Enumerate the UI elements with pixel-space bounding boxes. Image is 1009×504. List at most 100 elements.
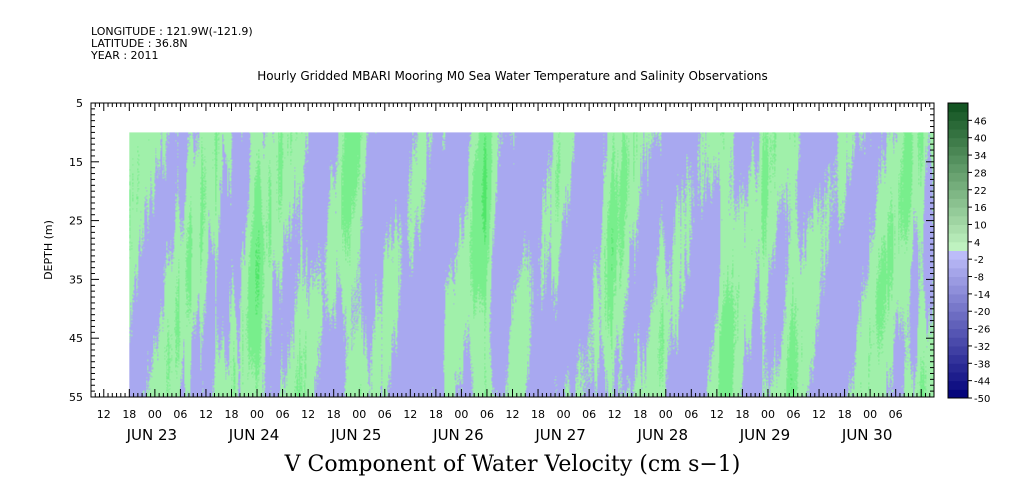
colorbar-swatch [948, 345, 968, 356]
colorbar-swatch [948, 111, 968, 121]
colorbar-label: 16 [974, 203, 987, 214]
x-hour-label: 06 [173, 408, 187, 421]
colorbar-swatch [948, 337, 968, 347]
chart-title: Hourly Gridded MBARI Mooring M0 Sea Wate… [257, 69, 768, 83]
x-hour-label: 06 [480, 408, 494, 421]
colorbar-swatch [948, 389, 968, 399]
y-tick-label: 15 [69, 156, 83, 169]
colorbar-swatch [948, 207, 968, 217]
x-day-label: JUN 27 [534, 426, 585, 444]
colorbar-label: -50 [974, 394, 990, 405]
y-tick-label: 45 [69, 332, 83, 345]
x-hour-label: 06 [582, 408, 596, 421]
colorbar-swatch [948, 129, 968, 139]
colorbar-swatch [948, 293, 968, 304]
y-tick-label: 55 [69, 391, 83, 404]
colorbar-swatch [948, 259, 968, 269]
colorbar-swatch [948, 354, 968, 364]
x-hour-label: 06 [276, 408, 290, 421]
colorbar-label: 28 [974, 168, 987, 179]
x-day-label: JUN 26 [432, 426, 483, 444]
x-hour-label: 00 [557, 408, 571, 421]
x-hour-label: 12 [608, 408, 622, 421]
longitude-label: LONGITUDE : 121.9W(-121.9) [91, 25, 253, 38]
colorbar-label: 4 [974, 238, 980, 249]
colorbar-swatch [948, 328, 968, 338]
colorbar-label: 40 [974, 134, 987, 145]
x-day-label: JUN 23 [126, 426, 177, 444]
colorbar-swatch [948, 181, 968, 191]
x-hour-label: 06 [378, 408, 392, 421]
colorbar-label: 34 [974, 151, 987, 162]
colorbar-swatch [948, 146, 968, 156]
x-hour-label: 00 [352, 408, 366, 421]
x-hour-label: 12 [812, 408, 826, 421]
colorbar-label: -8 [974, 273, 984, 284]
colorbar-swatch [948, 250, 968, 260]
x-axis-label: V Component of Water Velocity (cm s−1) [284, 452, 741, 477]
colorbar-label: -44 [974, 377, 990, 388]
colorbar-swatch [948, 276, 968, 286]
colorbar-swatch [948, 224, 968, 234]
x-hour-label: 00 [454, 408, 468, 421]
colorbar-swatch [948, 163, 968, 173]
colorbar-swatch [948, 285, 968, 295]
x-hour-label: 00 [659, 408, 673, 421]
x-hour-label: 00 [761, 408, 775, 421]
x-hour-label: 12 [506, 408, 520, 421]
colorbar-swatch [948, 137, 968, 147]
x-hour-label: 12 [301, 408, 315, 421]
y-tick-label: 5 [76, 97, 83, 110]
colorbar-label: -20 [974, 307, 990, 318]
colorbar-label: 10 [974, 220, 987, 231]
x-hour-label: 18 [633, 408, 647, 421]
x-hour-label: 06 [889, 408, 903, 421]
x-hour-label: 06 [684, 408, 698, 421]
colorbar-label: -26 [974, 325, 990, 336]
year-label: YEAR : 2011 [91, 49, 159, 62]
colorbar-swatch [948, 363, 968, 373]
colorbar-swatch [948, 380, 968, 390]
colorbar-swatch [948, 103, 968, 113]
x-hour-label: 18 [838, 408, 852, 421]
x-day-label: JUN 30 [841, 426, 892, 444]
x-hour-label: 18 [327, 408, 341, 421]
x-hour-label: 00 [148, 408, 162, 421]
x-hour-label: 12 [710, 408, 724, 421]
colorbar-swatch [948, 120, 968, 130]
x-day-label: JUN 29 [739, 426, 790, 444]
y-tick-label: 25 [69, 215, 83, 228]
x-day-label: JUN 28 [637, 426, 688, 444]
x-hour-label: 18 [122, 408, 136, 421]
colorbar-swatch [948, 198, 968, 208]
x-hour-label: 18 [735, 408, 749, 421]
latitude-label: LATITUDE : 36.8N [91, 37, 188, 50]
x-hour-label: 18 [429, 408, 443, 421]
colorbar-swatch [948, 215, 968, 225]
colorbar-label: -14 [974, 290, 990, 301]
colorbar-swatch [948, 302, 968, 312]
x-hour-label: 06 [787, 408, 801, 421]
x-hour-label: 12 [199, 408, 213, 421]
x-day-label: JUN 24 [228, 426, 279, 444]
colorbar-swatch [948, 267, 968, 278]
colorbar-swatch [948, 189, 968, 199]
colorbar-swatch [948, 241, 968, 251]
colorbar-label: 22 [974, 186, 987, 197]
y-tick-label: 35 [69, 273, 83, 286]
y-axis-label: DEPTH (m) [42, 220, 55, 280]
x-hour-label: 12 [403, 408, 417, 421]
colorbar-swatch [948, 233, 968, 243]
x-hour-label: 12 [97, 408, 111, 421]
colorbar-swatch [948, 155, 968, 165]
velocity-field [129, 132, 935, 398]
colorbar-swatch [948, 311, 968, 321]
colorbar-label: -38 [974, 359, 990, 370]
x-hour-label: 00 [250, 408, 264, 421]
colorbar-swatch [948, 371, 968, 382]
x-hour-label: 00 [863, 408, 877, 421]
x-hour-label: 18 [225, 408, 239, 421]
colorbar-label: -2 [974, 255, 984, 266]
